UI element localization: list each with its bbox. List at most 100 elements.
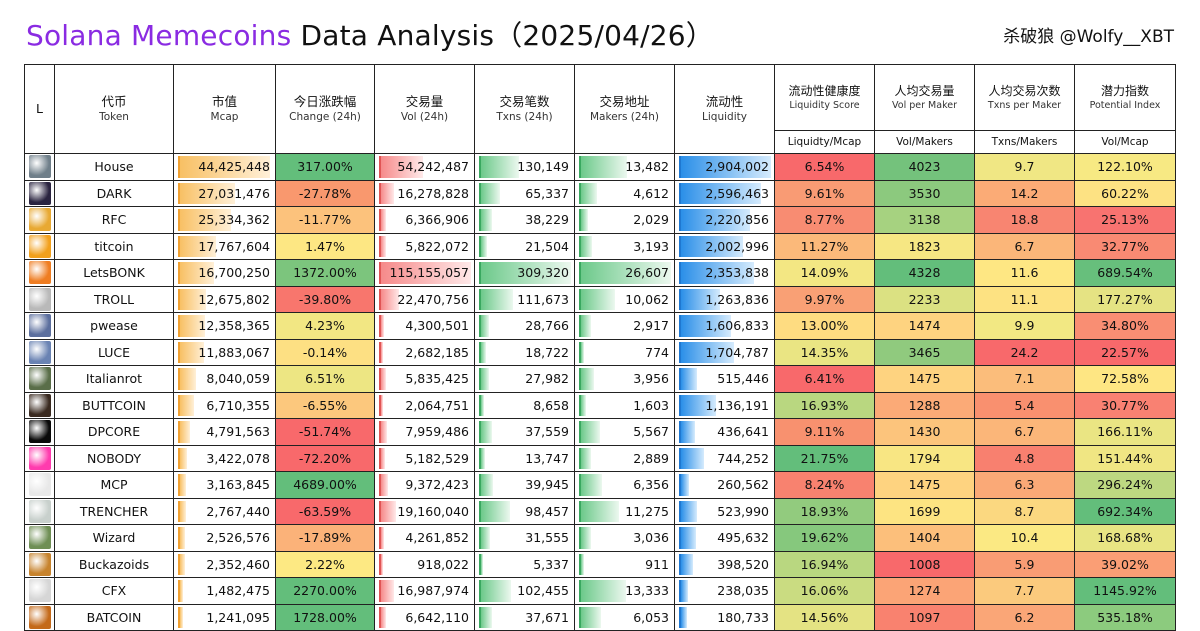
makers-bar	[579, 182, 597, 204]
mcap-bar	[178, 182, 235, 204]
table-row: TRENCHER 2,767,440 -63.59% 19,160,040 98,457…	[24, 497, 1176, 525]
token-name: DPCORE	[54, 418, 174, 446]
potential-index-value: 168.68%	[1074, 524, 1176, 552]
makers-value: 13,333	[625, 583, 669, 598]
liquidity-value: 2,904,002	[705, 159, 769, 174]
vol-per-maker-value: 1475	[874, 365, 975, 393]
change-value: -27.78%	[275, 179, 375, 207]
dark-logo-icon	[28, 181, 51, 205]
txns-bar	[479, 341, 486, 363]
vol-value: 5,182,529	[405, 450, 469, 466]
vol-bar	[379, 182, 394, 204]
txns-per-maker-value: 14.2	[974, 179, 1075, 207]
makers-cell: 1,603	[574, 391, 675, 419]
liquidity-cell: 238,035	[674, 577, 775, 605]
mcap-value: 6,710,355	[206, 397, 270, 413]
makers-bar	[579, 500, 619, 522]
liquidity-score-value: 14.56%	[774, 603, 875, 631]
liquidity-value: 523,990	[717, 503, 769, 519]
liquidity-bar	[679, 500, 697, 522]
makers-cell: 4,612	[574, 179, 675, 207]
potential-index-value: 535.18%	[1074, 603, 1176, 631]
vol-bar	[379, 527, 384, 549]
header-potential-index: 潜力指数 Potential Index	[1074, 64, 1176, 131]
token-icon-cell	[24, 444, 55, 472]
token-name: NOBODY	[54, 444, 174, 472]
letsbonk-logo-icon	[28, 261, 51, 285]
header-vol: 交易量 Vol (24h)	[374, 64, 475, 154]
header-row: L 代币 Token 市值 Mcap 今日涨跌幅 Change (24h) 交易量 Vo…	[24, 64, 1176, 154]
vol-bar	[379, 447, 385, 469]
txns-value: 65,337	[525, 185, 569, 201]
vol-value: 4,300,501	[405, 318, 469, 333]
potential-index-value: 692.34%	[1074, 497, 1176, 525]
token-name: BATCOIN	[54, 603, 174, 631]
vol-cell: 4,300,501	[374, 312, 475, 340]
table-row: TROLL 12,675,802 -39.80% 22,470,756 111,673 1…	[24, 285, 1176, 313]
liquidity-score-value: 9.61%	[774, 179, 875, 207]
vol-bar	[379, 580, 394, 602]
titcoin-logo-icon	[28, 234, 51, 258]
liquidity-score-value: 16.94%	[774, 550, 875, 578]
liquidity-score-value: 14.35%	[774, 338, 875, 366]
potential-index-value: 32.77%	[1074, 232, 1176, 260]
liquidity-bar	[679, 182, 761, 204]
house-photo-icon	[28, 155, 51, 179]
vol-value: 16,987,974	[397, 583, 469, 598]
table-row: CFX 1,482,475 2270.00% 16,987,974 102,455 13,…	[24, 577, 1176, 605]
makers-cell: 5,567	[574, 418, 675, 446]
header-liquidity: 流动性 Liquidity	[674, 64, 775, 154]
wizard-photo-icon	[28, 526, 51, 550]
title-sub: Data Analysis（2025/04/26）	[300, 19, 714, 52]
txns-per-maker-value: 11.6	[974, 259, 1075, 287]
liquidity-value: 2,220,856	[705, 212, 769, 227]
potential-index-value: 25.13%	[1074, 206, 1176, 234]
mcap-cell: 2,526,576	[173, 524, 276, 552]
liquidity-cell: 1,606,833	[674, 312, 775, 340]
vol-cell: 2,682,185	[374, 338, 475, 366]
subheader-vol-per-maker: Vol/Makers	[874, 130, 975, 154]
vol-cell: 9,372,423	[374, 471, 475, 499]
dpcore-logo-icon	[28, 420, 51, 444]
makers-value: 3,193	[633, 238, 669, 254]
mcap-cell: 25,334,362	[173, 206, 276, 234]
makers-cell: 3,193	[574, 232, 675, 260]
txns-cell: 13,747	[474, 444, 575, 472]
txns-bar	[479, 394, 484, 416]
vol-per-maker-value: 1288	[874, 391, 975, 419]
mcap-value: 11,883,067	[198, 344, 270, 360]
mcap-value: 1,241,095	[206, 609, 270, 625]
liquidity-cell: 398,520	[674, 550, 775, 578]
potential-index-value: 1145.92%	[1074, 577, 1176, 605]
txns-per-maker-value: 6.2	[974, 603, 1075, 631]
vol-per-maker-value: 3530	[874, 179, 975, 207]
makers-bar	[579, 527, 591, 549]
subheader-txns-per-maker: Txns/Makers	[974, 130, 1075, 154]
makers-value: 26,607	[625, 265, 669, 280]
mcap-bar	[178, 235, 216, 257]
token-name: Buckazoids	[54, 550, 174, 578]
potential-index-value: 689.54%	[1074, 259, 1176, 287]
liquidity-value: 515,446	[717, 371, 769, 386]
vol-cell: 4,261,852	[374, 524, 475, 552]
liquidity-cell: 2,596,463	[674, 179, 775, 207]
liquidity-score-value: 18.93%	[774, 497, 875, 525]
makers-cell: 3,036	[574, 524, 675, 552]
header-l: L	[24, 64, 55, 154]
table-row: NOBODY 3,422,078 -72.20% 5,182,529 13,747 2,8…	[24, 444, 1176, 472]
mcap-cell: 1,241,095	[173, 603, 276, 631]
makers-value: 11,275	[625, 503, 669, 519]
mcp-dots-icon	[28, 473, 51, 497]
liquidity-score-value: 19.62%	[774, 524, 875, 552]
txns-bar	[479, 553, 483, 575]
mcap-cell: 2,352,460	[173, 550, 276, 578]
mcap-bar	[178, 500, 186, 522]
mcap-bar	[178, 580, 183, 602]
token-name: BUTTCOIN	[54, 391, 174, 419]
trencher-collage-icon	[28, 499, 51, 523]
mcap-value: 2,767,440	[206, 503, 270, 519]
liquidity-cell: 1,263,836	[674, 285, 775, 313]
liquidity-cell: 260,562	[674, 471, 775, 499]
token-name: CFX	[54, 577, 174, 605]
potential-index-value: 22.57%	[1074, 338, 1176, 366]
